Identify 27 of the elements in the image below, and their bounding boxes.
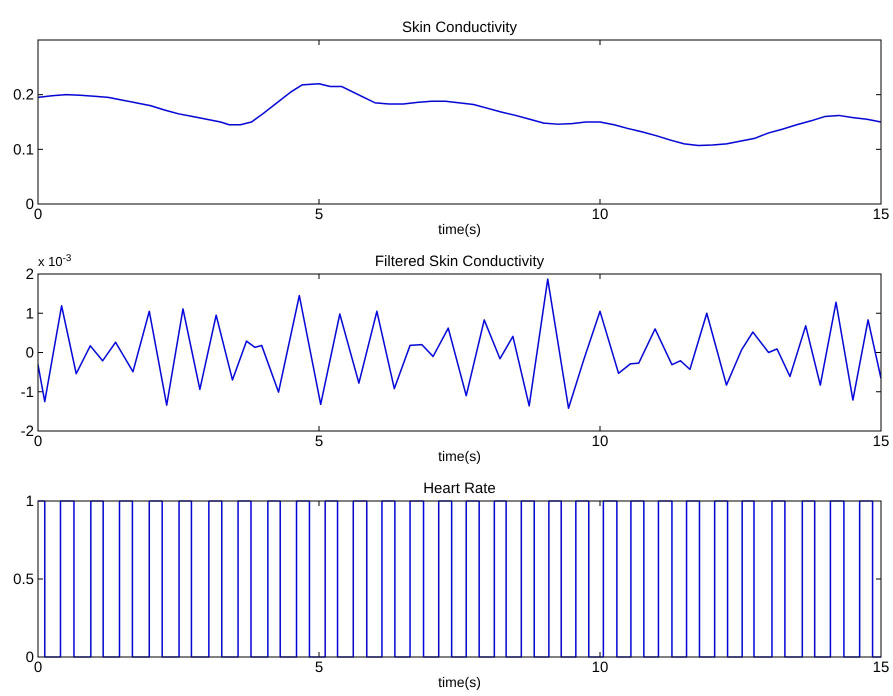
x-tick-label: 10 <box>592 659 608 676</box>
y-tick-label: 1 <box>26 305 34 322</box>
x-tick-label: 10 <box>592 206 608 223</box>
x-tick-label: 5 <box>314 206 324 223</box>
y-tick-label: -1 <box>20 384 34 401</box>
text: x 10$^{-3}$ <box>38 252 72 269</box>
line-series <box>37 278 882 409</box>
line-series <box>37 82 882 146</box>
y-tick-label: 1 <box>26 493 34 510</box>
chart-title: Filtered Skin Conductivity <box>374 253 545 270</box>
y-tick-label: 0 <box>26 344 34 362</box>
x-axis-title: time(s) <box>438 221 481 237</box>
x-tick-label: 5 <box>314 433 324 450</box>
chart-title: Heart Rate <box>423 480 496 497</box>
y-tick-label: 0.5 <box>13 571 34 588</box>
x-tick-label: 10 <box>592 433 608 450</box>
x-axis-title: time(s) <box>438 448 481 464</box>
x-tick-label: 15 <box>872 206 890 223</box>
chart-title: Skin Conductivity <box>402 19 518 36</box>
x-tick-label: 15 <box>872 433 890 450</box>
y-tick-label: -2 <box>20 423 34 440</box>
x-axis-title: time(s) <box>438 674 481 690</box>
y-tick-label: 0.2 <box>13 86 34 104</box>
y-tick-label: 0.1 <box>13 141 34 158</box>
x-tick-label: 15 <box>872 659 890 676</box>
x-tick-label: 5 <box>314 659 324 676</box>
y-tick-label: 2 <box>26 266 34 283</box>
